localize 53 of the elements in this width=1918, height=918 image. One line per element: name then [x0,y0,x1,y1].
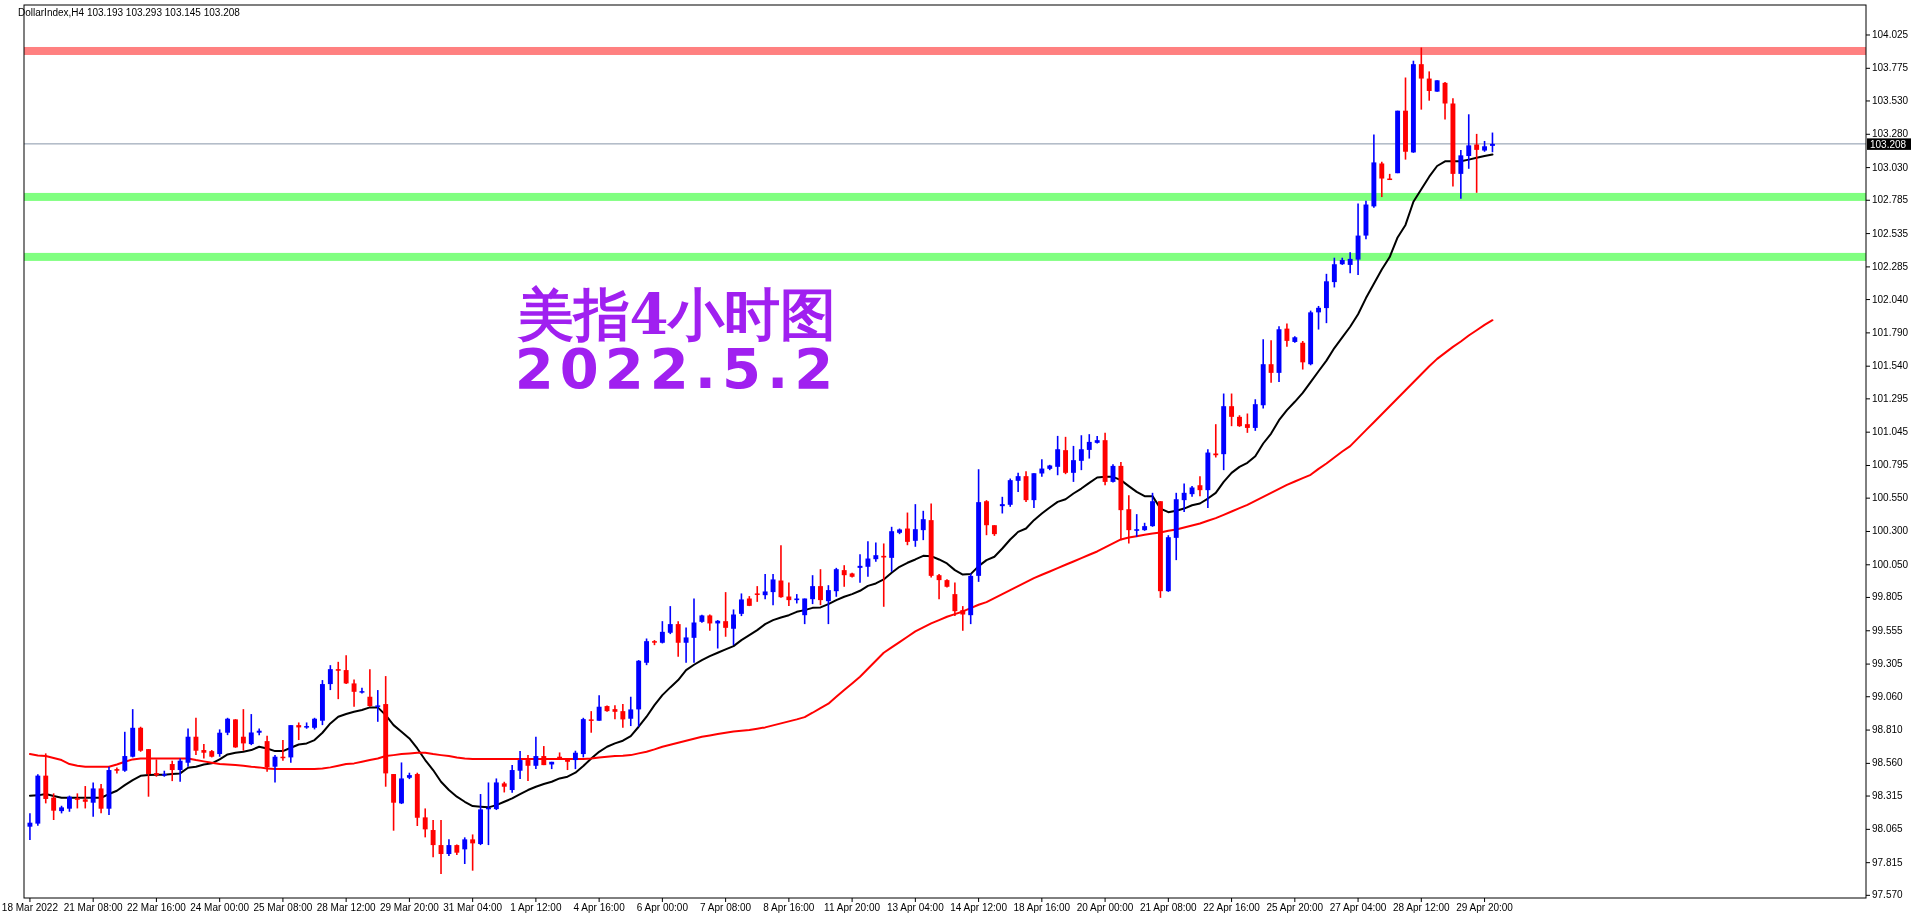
y-tick-label: 101.045 [1872,426,1909,438]
x-tick-label: 14 Apr 12:00 [950,902,1008,913]
x-tick-label: 18 Mar 2022 [1,902,59,913]
x-tick-label: 18 Apr 16:00 [1013,902,1071,913]
y-tick-label: 97.570 [1872,889,1904,901]
y-tick-label: 99.305 [1872,658,1904,670]
y-tick-label: 101.790 [1872,326,1909,338]
y-tick-label: 100.050 [1872,558,1909,570]
y-tick-label: 98.560 [1872,757,1904,769]
annotation: DollarIndex,H4 103.193 103.293 103.145 103.208 [18,7,241,18]
x-tick-label: 29 Mar 20:00 [379,902,440,913]
x-tick-label: 4 Apr 16:00 [573,902,626,913]
y-tick-label: 101.540 [1872,360,1909,372]
x-tick-label: 22 Mar 16:00 [126,902,187,913]
x-tick-label: 31 Mar 04:00 [443,902,503,913]
x-tick-label: 25 Mar 08:00 [253,902,313,913]
y-tick-label: 103.530 [1872,94,1909,106]
x-tick-label: 21 Apr 08:00 [1139,902,1198,913]
y-tick-label: 99.060 [1872,690,1904,702]
y-tick-label: 103.030 [1872,161,1909,173]
y-tick-label: 101.295 [1872,392,1909,404]
y-tick-label: 100.300 [1872,525,1909,537]
x-tick-label: 11 Apr 20:00 [824,902,881,913]
x-tick-label: 1 Apr 12:00 [510,902,562,913]
x-tick-label: 13 Apr 04:00 [886,902,945,913]
y-tick-label: 98.810 [1872,724,1904,736]
x-tick-label: 7 Apr 08:00 [700,902,752,913]
y-tick-label: 102.785 [1872,194,1909,206]
x-tick-label: 21 Mar 08:00 [63,902,124,913]
y-tick-label: 102.040 [1872,293,1909,305]
y-tick-label: 99.555 [1872,624,1904,636]
y-tick-label: 102.535 [1872,227,1909,239]
ref-line-label: 103.208 [1870,138,1907,150]
x-tick-label: 29 Apr 20:00 [1456,902,1514,913]
y-tick-label: 103.775 [1872,62,1909,74]
y-tick-label: 102.285 [1872,260,1909,272]
y-tick-label: 99.805 [1872,591,1904,603]
y-tick-label: 98.065 [1872,823,1904,835]
x-tick-label: 28 Apr 12:00 [1392,902,1451,913]
y-tick-label: 104.025 [1872,28,1909,40]
x-tick-label: 6 Apr 00:00 [636,902,689,913]
y-tick-label: 100.795 [1872,459,1909,471]
x-tick-label: 8 Apr 16:00 [763,902,815,913]
x-tick-label: 27 Apr 04:00 [1329,902,1387,913]
y-tick-label: 100.550 [1872,492,1909,504]
y-tick-label: 103.280 [1872,128,1909,140]
x-tick-label: 22 Apr 16:00 [1203,902,1261,913]
x-tick-label: 24 Mar 00:00 [190,902,250,913]
x-tick-label: 25 Apr 20:00 [1266,902,1324,913]
y-tick-label: 97.815 [1872,856,1904,868]
x-tick-label: 28 Mar 12:00 [316,902,377,913]
x-tick-label: 20 Apr 00:00 [1076,902,1134,913]
y-tick-label: 98.315 [1872,790,1904,802]
